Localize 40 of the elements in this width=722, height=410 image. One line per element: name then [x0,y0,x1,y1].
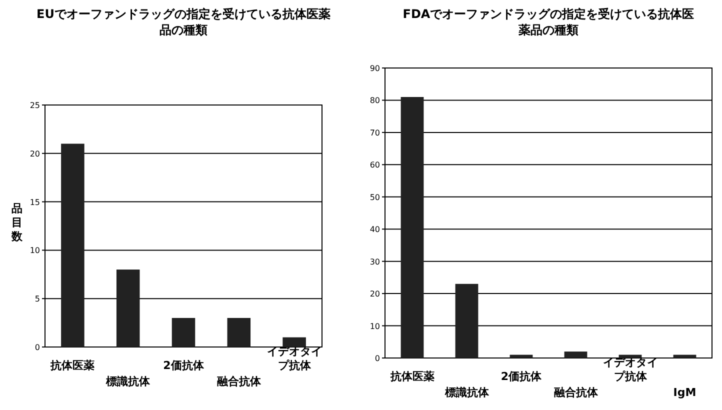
y-tick-label: 70 [370,128,380,138]
chart-title: EUでオーファンドラッグの指定を受けている抗体医薬品の種類 [36,7,330,37]
x-tick-label: 2価抗体 [500,370,543,383]
y-tick-label: 25 [30,101,40,110]
y-tick-label: 30 [370,257,380,266]
bar [564,352,588,358]
x-tick-label: IgM [673,386,696,399]
x-tick-label: 融合抗体 [554,386,599,399]
y-tick-label: 15 [30,198,40,207]
y-tick-label: 0 [34,343,40,352]
y-tick-label: 10 [30,246,40,256]
x-tick-label: 抗体医薬 [389,370,434,383]
y-tick-label: 50 [370,192,380,202]
bar [172,318,196,347]
x-tick-label: 標識抗体 [105,375,152,388]
x-tick-label: 抗体医薬 [50,359,95,372]
x-tick-label: イデオタイプ抗体 [266,345,322,372]
x-tick-label: 標識抗体 [444,386,490,399]
bar [510,354,533,358]
y-tick-label: 10 [370,322,380,331]
bar [227,318,251,347]
y-tick-label: 40 [370,225,380,234]
y-tick-label: 80 [370,96,380,106]
bar [673,354,696,358]
y-tick-label: 20 [30,149,40,158]
y-tick-label: 0 [374,354,380,363]
y-tick-label: 5 [34,294,40,304]
x-tick-label: イデオタイプ抗体 [602,356,658,383]
bar [116,270,140,347]
y-tick-label: 90 [370,64,380,73]
x-tick-label: 融合抗体 [216,375,262,388]
bar [455,284,478,358]
y-axis-title: 品目数 [10,202,24,243]
y-tick-label: 60 [370,160,380,170]
bar [61,144,84,347]
bar [400,97,424,358]
chart-title: FDAでオーファンドラッグの指定を受けている抗体医薬品の種類 [402,7,694,37]
x-tick-label: 2価抗体 [163,359,205,372]
y-tick-label: 20 [370,290,380,299]
bar [282,337,306,347]
